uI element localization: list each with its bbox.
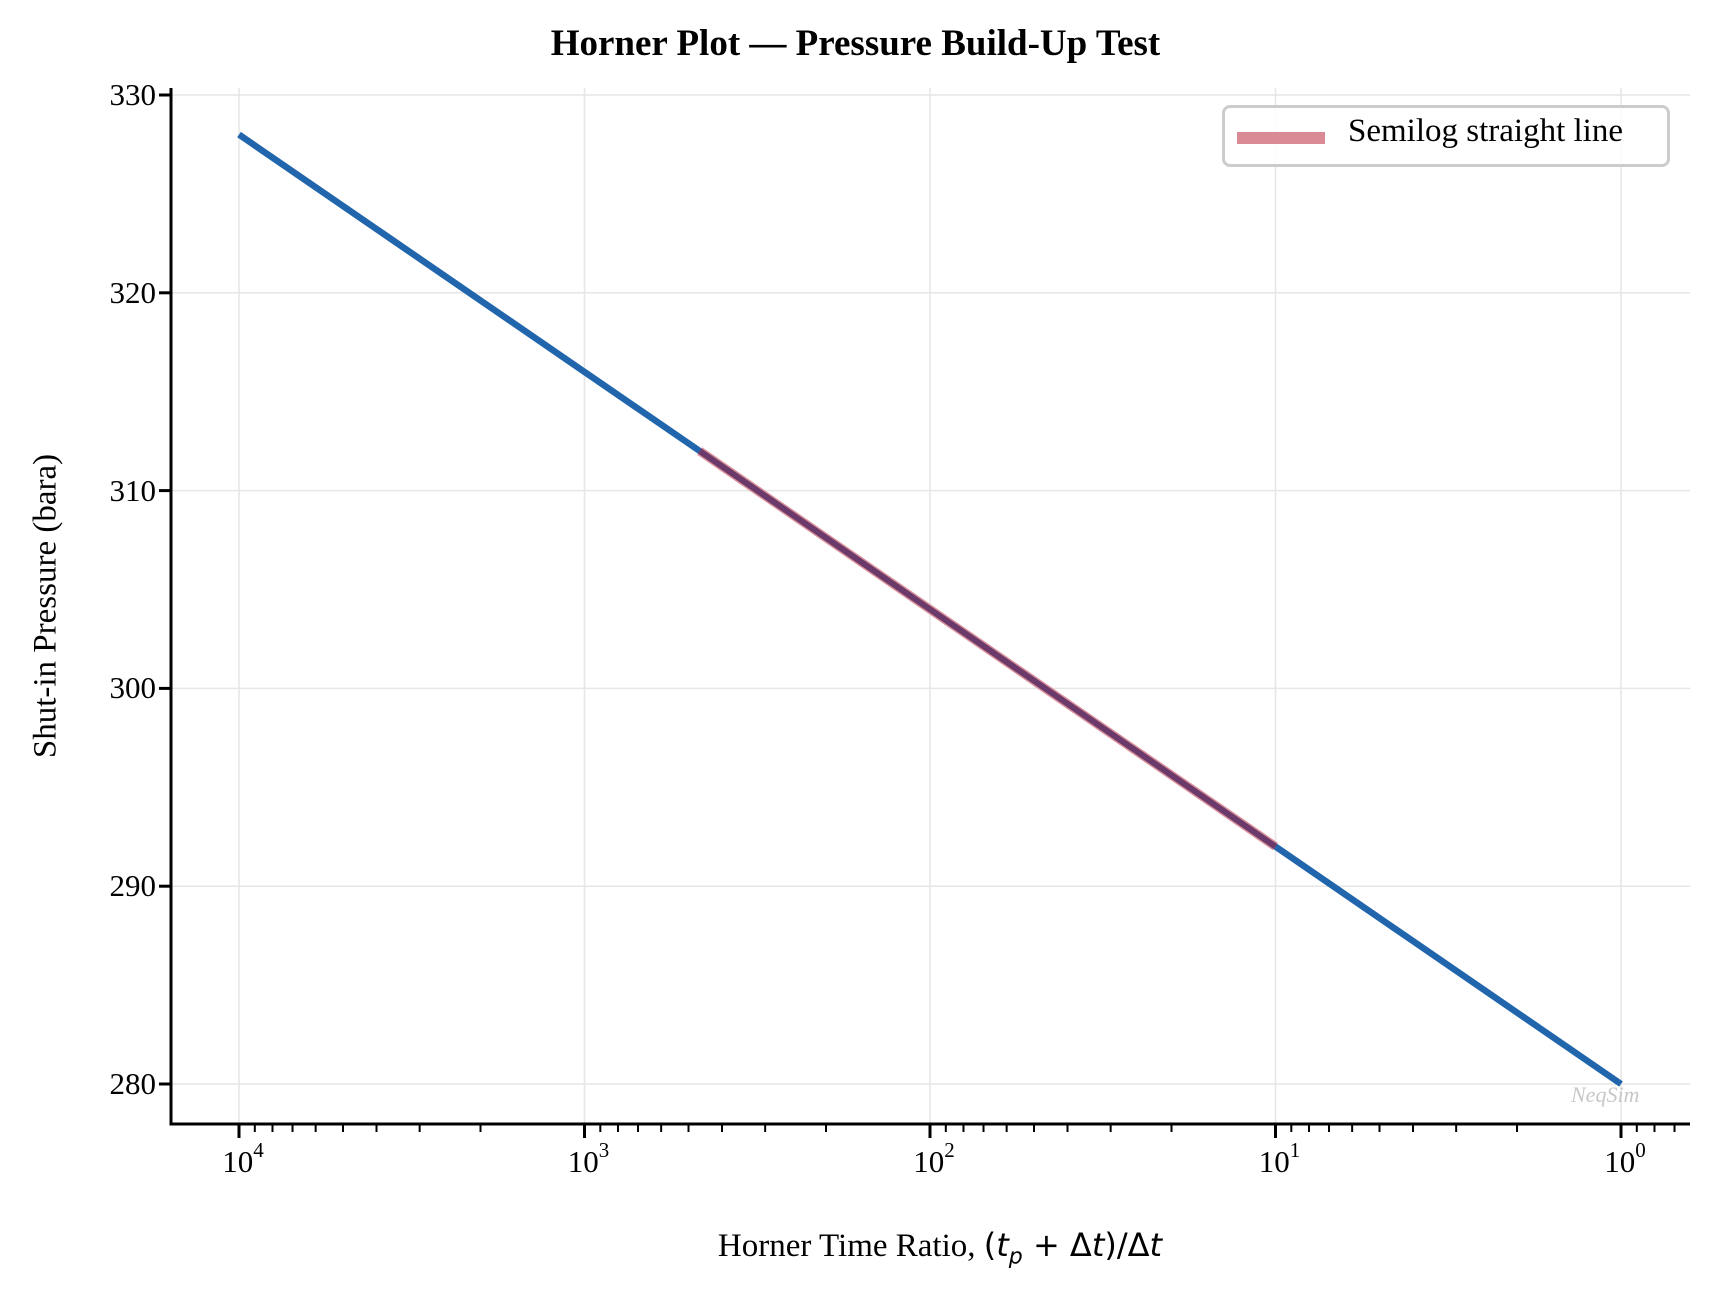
y-axis-label: Shut-in Pressure (bara) [27, 453, 64, 759]
semilog-overlap-line [698, 448, 1278, 850]
x-tick-label: 102 [913, 1138, 955, 1179]
legend-swatch-semilog [1237, 132, 1325, 144]
data-series [237, 131, 1623, 1087]
legend: Semilog straight line [1222, 105, 1670, 167]
y-tick-label: 290 [109, 868, 157, 904]
axes [159, 88, 1690, 1138]
x-axis-label-text: Horner Time Ratio, [717, 1228, 976, 1264]
y-tick-label: 310 [109, 472, 157, 508]
y-tick-label: 300 [109, 670, 157, 706]
x-tick-label: 103 [567, 1138, 610, 1179]
y-tick-label: 320 [109, 274, 157, 310]
x-axis-label: Horner Time Ratio, (tp + Δt)/Δt [0, 1226, 1711, 1269]
x-tick-label: 100 [1604, 1138, 1646, 1179]
y-tick-label: 280 [109, 1066, 157, 1101]
grid-lines [171, 88, 1690, 1124]
legend-label-semilog: Semilog straight line [1348, 113, 1623, 149]
chart-title: Horner Plot — Pressure Build-Up Test [550, 23, 1161, 64]
watermark: NeqSim [1571, 1082, 1640, 1107]
x-axis-label-math: (tp + Δt)/Δt [983, 1226, 1163, 1270]
x-tick-label: 101 [1258, 1138, 1301, 1179]
x-tick-label: 104 [222, 1138, 264, 1179]
y-tick-label: 330 [109, 77, 157, 112]
